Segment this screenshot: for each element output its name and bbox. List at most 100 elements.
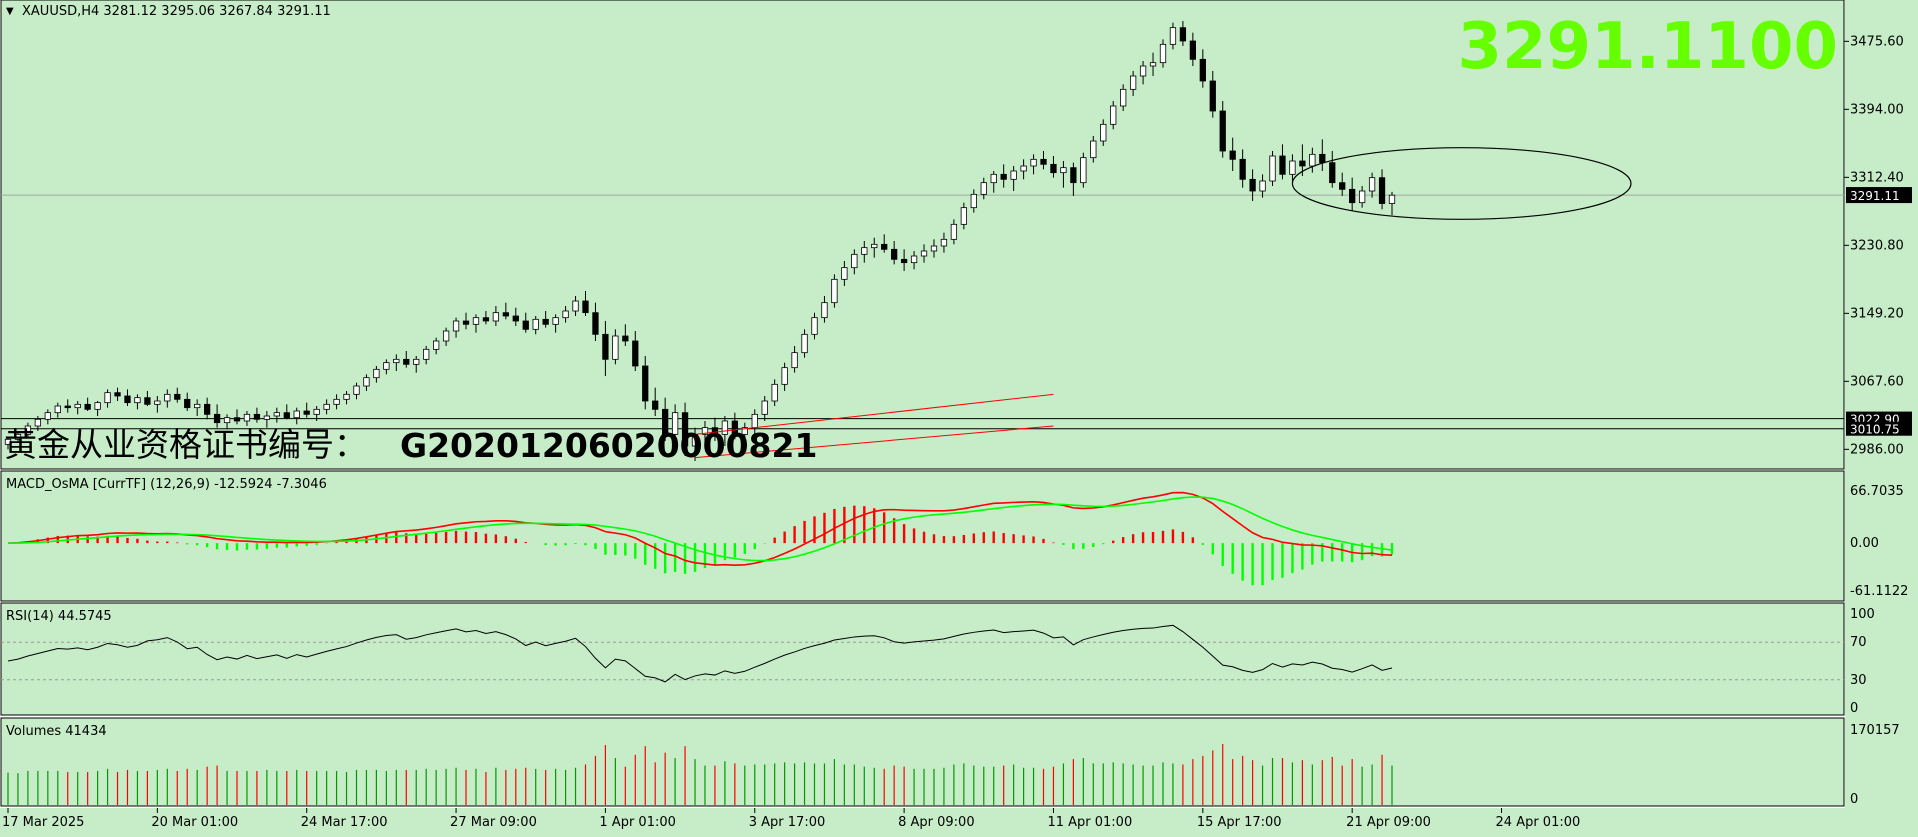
rsi-layer [1, 624, 1844, 683]
candle-body [74, 403, 81, 409]
certificate-watermark-id: G20201206020000821 [400, 426, 817, 465]
candle-body [303, 410, 310, 415]
candle-body [114, 392, 121, 397]
candle-body [383, 362, 390, 370]
time-tick-label: 27 Mar 09:00 [450, 815, 537, 830]
candle-body [233, 417, 241, 422]
candle-body [124, 395, 131, 404]
candle-body [472, 317, 480, 325]
candle-body [662, 408, 669, 435]
macd-panel [0, 470, 1845, 602]
candle-body [1169, 27, 1177, 45]
macd-tick-label: -61.1122 [1850, 584, 1908, 599]
candle-body [333, 398, 340, 405]
candle-body [1309, 153, 1316, 167]
price-tick-label: 3394.00 [1850, 102, 1904, 117]
candle-body [194, 403, 201, 409]
current-price-tag [1846, 187, 1912, 204]
candle-body [542, 318, 549, 325]
volume-panel [0, 717, 1845, 807]
candle-body [612, 335, 619, 360]
candle-body [1010, 170, 1017, 180]
time-tick-label: 3 Apr 17:00 [749, 815, 826, 830]
volumes-label: Volumes 41434 [6, 724, 107, 739]
candle-body [632, 340, 639, 367]
candle-body [1129, 75, 1137, 90]
candle-body [14, 433, 22, 440]
rsi-line [7, 624, 1393, 683]
candle-body [522, 320, 529, 330]
candle-body [582, 300, 589, 314]
price-tick-label: 3067.60 [1850, 374, 1904, 389]
macd-layer [7, 491, 1394, 586]
level-price-tag [1846, 421, 1912, 436]
candle-body [622, 335, 629, 342]
candle-body [1249, 178, 1256, 192]
level-price-label: 3010.75 [1850, 423, 1900, 437]
candle-body [94, 402, 101, 410]
candle-body [213, 413, 221, 424]
time-tick-label: 24 Apr 01:00 [1496, 815, 1581, 830]
macd-main-line [7, 491, 1393, 566]
candle-body [293, 410, 300, 419]
current-price-label: 3291.11 [1850, 189, 1900, 203]
candle-body [741, 427, 748, 435]
macd-signal-line [7, 496, 1393, 562]
candle-body [502, 312, 509, 317]
candle-body [144, 397, 151, 405]
candle-body [134, 397, 141, 404]
candle-body [24, 425, 32, 435]
candle-body [1339, 182, 1346, 190]
candle-body [1070, 167, 1077, 184]
candle-body [1388, 194, 1396, 204]
candle-body [393, 358, 400, 364]
symbol-menu-icon[interactable]: ▼ [6, 6, 14, 17]
time-axis-area [0, 808, 1918, 837]
time-tick-label: 20 Mar 01:00 [151, 815, 238, 830]
candle-body [1159, 43, 1167, 64]
candle-body [433, 340, 440, 350]
candle-body [423, 348, 430, 360]
candle-body [1349, 188, 1356, 204]
rsi-tick-label: 70 [1850, 635, 1867, 650]
time-tick-label: 8 Apr 09:00 [898, 815, 975, 830]
candle-body [44, 412, 51, 420]
candle-body [831, 278, 838, 304]
rsi-tick-label: 100 [1850, 607, 1875, 622]
candle-body [243, 413, 251, 422]
candle-body [164, 393, 171, 402]
volume-layer [7, 743, 1393, 805]
candle-body [323, 403, 330, 410]
trendline [694, 425, 1054, 459]
candle-body [552, 317, 559, 325]
price-tick-label: 3230.80 [1850, 238, 1904, 253]
candle-body [801, 333, 808, 354]
time-tick-label: 24 Mar 17:00 [301, 815, 388, 830]
candle-body [1139, 65, 1147, 77]
candle-body [1110, 105, 1117, 125]
candle-body [353, 385, 360, 395]
candle-body [492, 312, 500, 322]
candle-body [642, 365, 649, 402]
candle-body [701, 427, 709, 435]
candle-body [811, 317, 818, 335]
price-tick-label: 3149.20 [1850, 306, 1904, 321]
candle-body [900, 258, 908, 264]
candle-body [1329, 162, 1336, 184]
candle-body [940, 238, 948, 247]
rsi-tick-label: 30 [1850, 673, 1867, 688]
candle-body [791, 352, 798, 369]
candle-body [592, 312, 599, 335]
candle-body [482, 317, 490, 322]
candle-body [452, 320, 460, 332]
candle-body [930, 245, 938, 252]
candle-body [761, 400, 768, 415]
candle-body [413, 358, 420, 365]
rsi-panel [0, 602, 1845, 716]
candle-body [1199, 58, 1206, 82]
candle-body [154, 400, 161, 405]
candle-body [373, 368, 380, 379]
candle-body [343, 393, 350, 400]
